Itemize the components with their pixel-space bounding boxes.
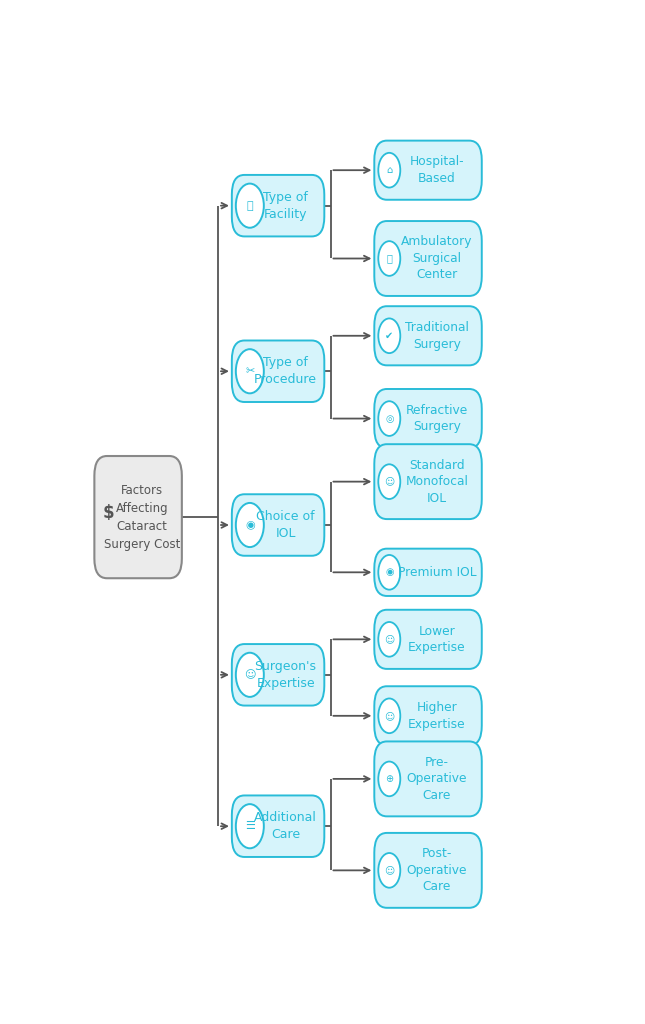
Text: ⌂: ⌂ — [386, 165, 392, 175]
Text: ☺: ☺ — [384, 634, 394, 644]
Text: Lower
Expertise: Lower Expertise — [408, 625, 466, 654]
Text: ◉: ◉ — [385, 567, 393, 578]
Circle shape — [379, 153, 401, 187]
Circle shape — [379, 401, 401, 436]
Circle shape — [236, 503, 264, 547]
Text: ☺: ☺ — [384, 865, 394, 876]
Text: Type of
Facility: Type of Facility — [263, 190, 308, 220]
Text: Post-
Operative
Care: Post- Operative Care — [407, 847, 467, 893]
Text: ✔: ✔ — [385, 331, 393, 341]
Text: Traditional
Surgery: Traditional Surgery — [405, 321, 469, 350]
FancyBboxPatch shape — [374, 549, 482, 596]
Circle shape — [379, 242, 401, 275]
Circle shape — [236, 804, 264, 848]
FancyBboxPatch shape — [374, 140, 482, 200]
Circle shape — [379, 318, 401, 353]
Circle shape — [379, 698, 401, 733]
Text: $: $ — [103, 504, 114, 522]
Text: Surgeon's
Expertise: Surgeon's Expertise — [255, 659, 317, 690]
FancyBboxPatch shape — [374, 741, 482, 816]
Text: Type of
Procedure: Type of Procedure — [254, 356, 317, 386]
FancyBboxPatch shape — [232, 341, 324, 402]
FancyBboxPatch shape — [94, 456, 182, 579]
Text: Ambulatory
Surgical
Center: Ambulatory Surgical Center — [401, 236, 473, 282]
Circle shape — [236, 349, 264, 393]
Text: ⊕: ⊕ — [385, 774, 393, 784]
Text: ✂: ✂ — [245, 367, 255, 376]
FancyBboxPatch shape — [232, 175, 324, 237]
FancyBboxPatch shape — [374, 609, 482, 669]
FancyBboxPatch shape — [374, 833, 482, 908]
FancyBboxPatch shape — [374, 221, 482, 296]
Text: Premium IOL: Premium IOL — [398, 566, 477, 579]
Text: ☺: ☺ — [384, 476, 394, 486]
Circle shape — [236, 652, 264, 697]
Text: ⓗ: ⓗ — [246, 201, 253, 211]
Circle shape — [379, 464, 401, 499]
FancyBboxPatch shape — [232, 495, 324, 556]
Text: ☺: ☺ — [384, 711, 394, 721]
FancyBboxPatch shape — [374, 686, 482, 745]
FancyBboxPatch shape — [232, 796, 324, 857]
Text: Factors
Affecting
Cataract
Surgery Cost: Factors Affecting Cataract Surgery Cost — [104, 483, 181, 551]
FancyBboxPatch shape — [232, 644, 324, 706]
FancyBboxPatch shape — [374, 444, 482, 519]
FancyBboxPatch shape — [374, 389, 482, 449]
Text: ⧗: ⧗ — [386, 254, 392, 263]
Circle shape — [379, 622, 401, 656]
Circle shape — [379, 762, 401, 797]
Text: Choice of
IOL: Choice of IOL — [256, 510, 315, 540]
Text: Higher
Expertise: Higher Expertise — [408, 701, 466, 730]
Text: Pre-
Operative
Care: Pre- Operative Care — [407, 756, 467, 802]
Circle shape — [379, 853, 401, 888]
FancyBboxPatch shape — [374, 306, 482, 366]
Text: ◉: ◉ — [245, 520, 255, 530]
Text: ◎: ◎ — [385, 414, 393, 424]
Text: Refractive
Surgery: Refractive Surgery — [406, 403, 468, 433]
Text: Standard
Monofocal
IOL: Standard Monofocal IOL — [406, 459, 468, 505]
Text: ☰: ☰ — [245, 821, 255, 831]
Circle shape — [379, 555, 401, 590]
Text: ☺: ☺ — [244, 670, 255, 680]
Text: Additional
Care: Additional Care — [254, 811, 317, 841]
Text: Hospital-
Based: Hospital- Based — [410, 156, 464, 185]
Circle shape — [236, 183, 264, 227]
